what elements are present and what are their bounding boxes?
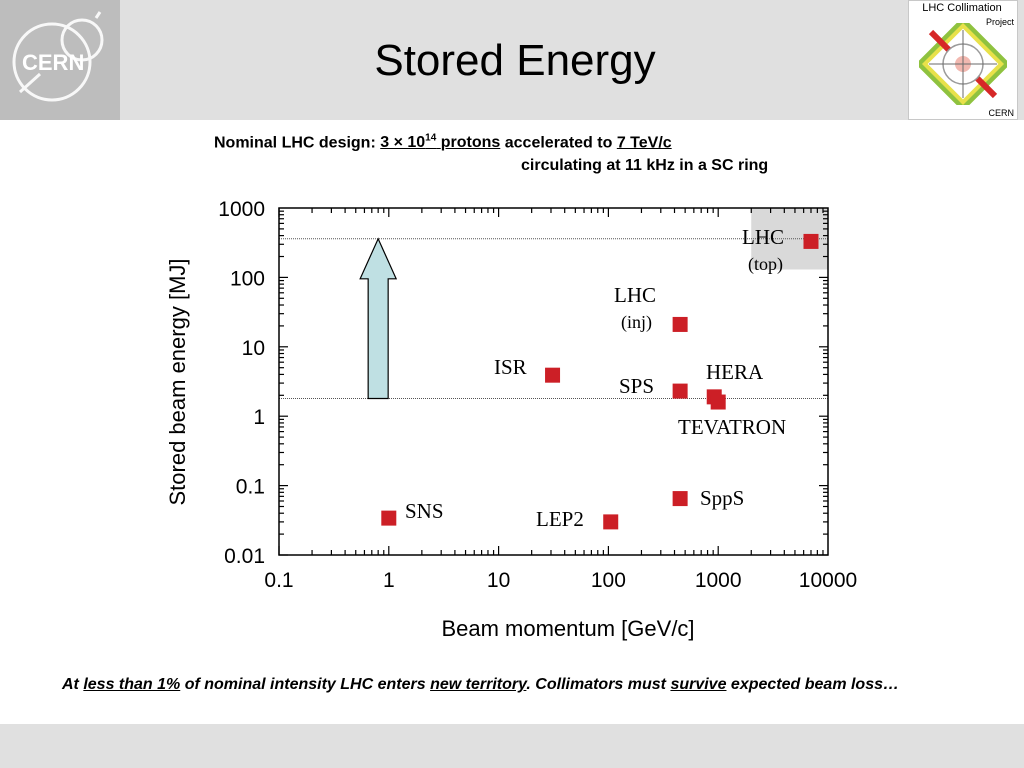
label-lep2: LEP2 <box>536 507 584 531</box>
footer-t4: expected beam loss… <box>726 676 899 693</box>
label-sns: SNS <box>405 499 444 523</box>
footer-survive: survive <box>670 676 727 693</box>
x-tick-label: 10 <box>487 569 510 592</box>
cern-logo-text: CERN <box>22 50 84 75</box>
label-lhc-top-1: LHC <box>742 225 784 249</box>
y-tick-label: 10 <box>242 337 265 360</box>
data-point-spps <box>672 491 688 507</box>
data-point-lhc-inj <box>672 316 688 332</box>
x-tick-label: 1 <box>383 569 395 592</box>
data-point-isr <box>545 367 561 383</box>
nominal-prefix: Nominal LHC design: <box>214 134 376 152</box>
label-lhc-inj-2: (inj) <box>621 312 652 333</box>
y-tick-label: 0.1 <box>236 476 265 499</box>
protons-unit: protons <box>440 134 501 152</box>
x-tick-label: 0.1 <box>264 569 293 592</box>
y-axis-label: Stored beam energy [MJ] <box>165 258 190 505</box>
footer-less-than-1: less than 1% <box>83 676 181 693</box>
data-point-lep2 <box>603 514 619 530</box>
collimation-logo-title: LHC Collimation <box>922 2 1002 14</box>
x-axis-label: Beam momentum [GeV/c] <box>441 616 694 641</box>
nominal-design-line: Nominal LHC design: 3 × 1014 protons acc… <box>214 133 672 152</box>
protons-mantissa: 3 × 10 <box>380 134 426 152</box>
footer-t1: At <box>62 676 84 693</box>
y-tick-label: 1000 <box>218 198 265 221</box>
footer-t2: of nominal intensity LHC enters <box>180 676 431 693</box>
footer-new-territory: new territory <box>430 676 527 693</box>
x-tick-label: 10000 <box>799 569 857 592</box>
y-tick-label: 100 <box>230 267 265 290</box>
protons-count: 3 × 1014 protons <box>380 133 501 152</box>
footer-statement: At less than 1% of nominal intensity LHC… <box>62 674 962 696</box>
label-lhc-top-2: (top) <box>748 254 783 275</box>
collimation-emblem-icon <box>919 23 1007 105</box>
slide-footer-band <box>0 724 1024 768</box>
label-hera: HERA <box>706 360 764 384</box>
x-tick-label: 1000 <box>695 569 742 592</box>
label-isr: ISR <box>494 355 527 379</box>
collimation-logo-cern: CERN <box>988 108 1014 118</box>
label-sps: SPS <box>619 374 654 398</box>
data-point-tevatron <box>710 394 726 410</box>
x-tick-label: 100 <box>591 569 626 592</box>
accel-text: accelerated to <box>504 134 613 152</box>
label-spps: SppS <box>700 486 744 510</box>
collimation-logo-project: Project <box>985 17 1014 27</box>
plot-frame <box>278 207 829 556</box>
y-tick-label: 0.01 <box>224 545 265 568</box>
footer-t3: . Collimators must <box>526 676 671 693</box>
protons-exponent: 14 <box>425 133 437 144</box>
beam-energy: 7 TeV/c <box>616 134 672 152</box>
slide-header: CERN Stored Energy LHC Collimation Proje… <box>0 0 1024 120</box>
data-point-sps <box>672 383 688 399</box>
y-tick-label: 1 <box>253 406 265 429</box>
energy-increase-arrow <box>359 237 398 400</box>
page-title: Stored Energy <box>374 36 656 85</box>
data-point-lhc-top <box>803 233 819 249</box>
circulating-line: circulating at 11 kHz in a SC ring <box>521 157 769 174</box>
cern-logo: CERN <box>0 0 120 120</box>
data-point-sns <box>381 510 397 526</box>
collimation-logo: LHC Collimation Project CERN <box>908 0 1018 120</box>
label-tevatron: TEVATRON <box>678 415 786 439</box>
label-lhc-inj-1: LHC <box>614 283 656 307</box>
